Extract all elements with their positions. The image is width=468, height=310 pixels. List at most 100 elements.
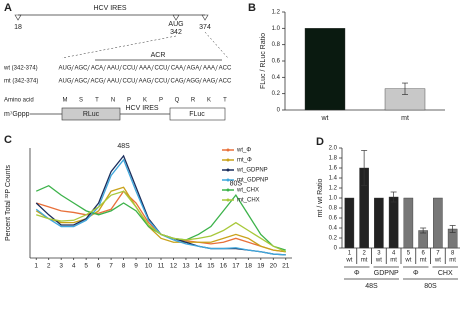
bar	[304, 28, 346, 111]
bar-number: 8	[451, 251, 455, 257]
codon: K	[143, 98, 147, 104]
x-tick-label: wt	[321, 115, 329, 122]
x-tick-label: 17	[232, 263, 240, 270]
codon: N	[111, 98, 115, 104]
y-tick-label: 0.6	[272, 59, 281, 65]
codon: Q	[175, 98, 180, 104]
panel-letter: C	[4, 134, 12, 146]
codon: CAG	[170, 79, 183, 85]
codon: AAG	[203, 79, 216, 85]
complex-label: 80S	[424, 283, 437, 290]
legend-marker	[226, 188, 230, 192]
codon: K	[207, 98, 211, 104]
bar	[433, 197, 443, 249]
x-tick-label: 5	[84, 263, 88, 270]
bar	[374, 197, 384, 249]
y-tick-label: 1.0	[329, 196, 338, 202]
separator	[167, 77, 170, 85]
x-tick-label: mt	[449, 258, 456, 264]
codon: AUG	[58, 79, 71, 85]
position: 18	[14, 24, 22, 31]
legend-label: mt_GDPNP	[237, 178, 268, 184]
x-tick-label: 20	[270, 263, 278, 270]
y-tick-label: 0.2	[272, 91, 281, 97]
bar-number: 1	[348, 251, 352, 257]
series-line	[35, 184, 286, 251]
codon: CCU	[123, 66, 136, 72]
bar-number: 3	[377, 251, 381, 257]
y-tick-label: 0.6	[329, 216, 338, 222]
bar-number: 6	[421, 251, 425, 257]
x-tick-label: 8	[122, 263, 126, 270]
x-tick-label: mt	[390, 258, 397, 264]
legend-marker	[226, 178, 230, 182]
separator	[167, 64, 170, 72]
codon: CAA	[171, 66, 183, 72]
fluc-box	[169, 107, 226, 121]
x-tick-label: 16	[220, 263, 228, 270]
separator	[119, 77, 122, 85]
separator	[151, 64, 154, 72]
y-tick-label: 0	[334, 246, 338, 252]
x-tick-label: 15	[207, 263, 215, 270]
codon: CCU	[123, 79, 136, 85]
group-label: GDPNP	[374, 270, 399, 277]
legend-label: wt_GDPNP	[236, 168, 268, 174]
x-tick-label: 1	[34, 263, 38, 270]
x-tick-label: 13	[182, 263, 190, 270]
x-tick-label: 14	[195, 263, 203, 270]
legend-marker	[226, 198, 230, 202]
codon: AGA	[187, 66, 200, 72]
separator	[71, 77, 74, 85]
separator	[215, 77, 218, 85]
codon: AAU	[107, 66, 119, 72]
x-tick-label: wt	[404, 258, 411, 264]
series-line	[35, 158, 286, 256]
separator	[119, 64, 122, 72]
position: 374	[199, 24, 211, 31]
y-tick-label: 1.6	[329, 166, 338, 172]
x-tick-label: 2	[47, 263, 51, 270]
part-label: HCV IRES	[125, 105, 158, 112]
aug-label: AUG	[168, 21, 183, 28]
codon: T	[95, 98, 99, 104]
bar-number: 2	[362, 251, 366, 257]
part-label: RLuc	[83, 111, 100, 118]
ires-label: HCV IRES	[93, 5, 126, 12]
x-tick-label: 9	[134, 263, 138, 270]
rluc-box	[61, 107, 121, 121]
y-axis-label: FLuc / RLuc Ratio	[260, 33, 267, 89]
legend-marker	[226, 158, 230, 162]
codon: M	[63, 98, 68, 104]
separator	[183, 77, 186, 85]
group-label: Φ	[354, 270, 360, 277]
x-tick-label: 12	[170, 263, 178, 270]
separator	[87, 77, 90, 85]
bar-number: 5	[407, 251, 411, 257]
separator	[103, 77, 106, 85]
x-tick-label: wt	[345, 258, 352, 264]
separator	[199, 64, 202, 72]
x-tick-label: 7	[109, 263, 113, 270]
cap-label: m⁷Gppp	[4, 111, 30, 118]
codon: AAA	[139, 66, 151, 72]
separator	[215, 64, 218, 72]
codon: S	[79, 98, 83, 104]
codon: CCU	[155, 66, 168, 72]
y-axis-label: Percent Total ³²P Counts	[5, 165, 12, 242]
y-axis-label: mt / wt Ratio	[317, 178, 324, 217]
annotation: 48S	[117, 143, 130, 150]
bar	[403, 197, 414, 249]
codon: AGC	[74, 66, 88, 72]
codon: AAU	[107, 79, 119, 85]
codon: AUG	[58, 66, 71, 72]
codon: AGC	[74, 79, 88, 85]
codon: ACG	[90, 79, 103, 85]
y-tick-label: 1.4	[329, 176, 338, 182]
separator	[87, 64, 90, 72]
row-name: Amino acid	[4, 98, 34, 104]
separator	[183, 64, 186, 72]
x-tick-label: wt	[434, 258, 441, 264]
codon: AGG	[186, 79, 200, 85]
